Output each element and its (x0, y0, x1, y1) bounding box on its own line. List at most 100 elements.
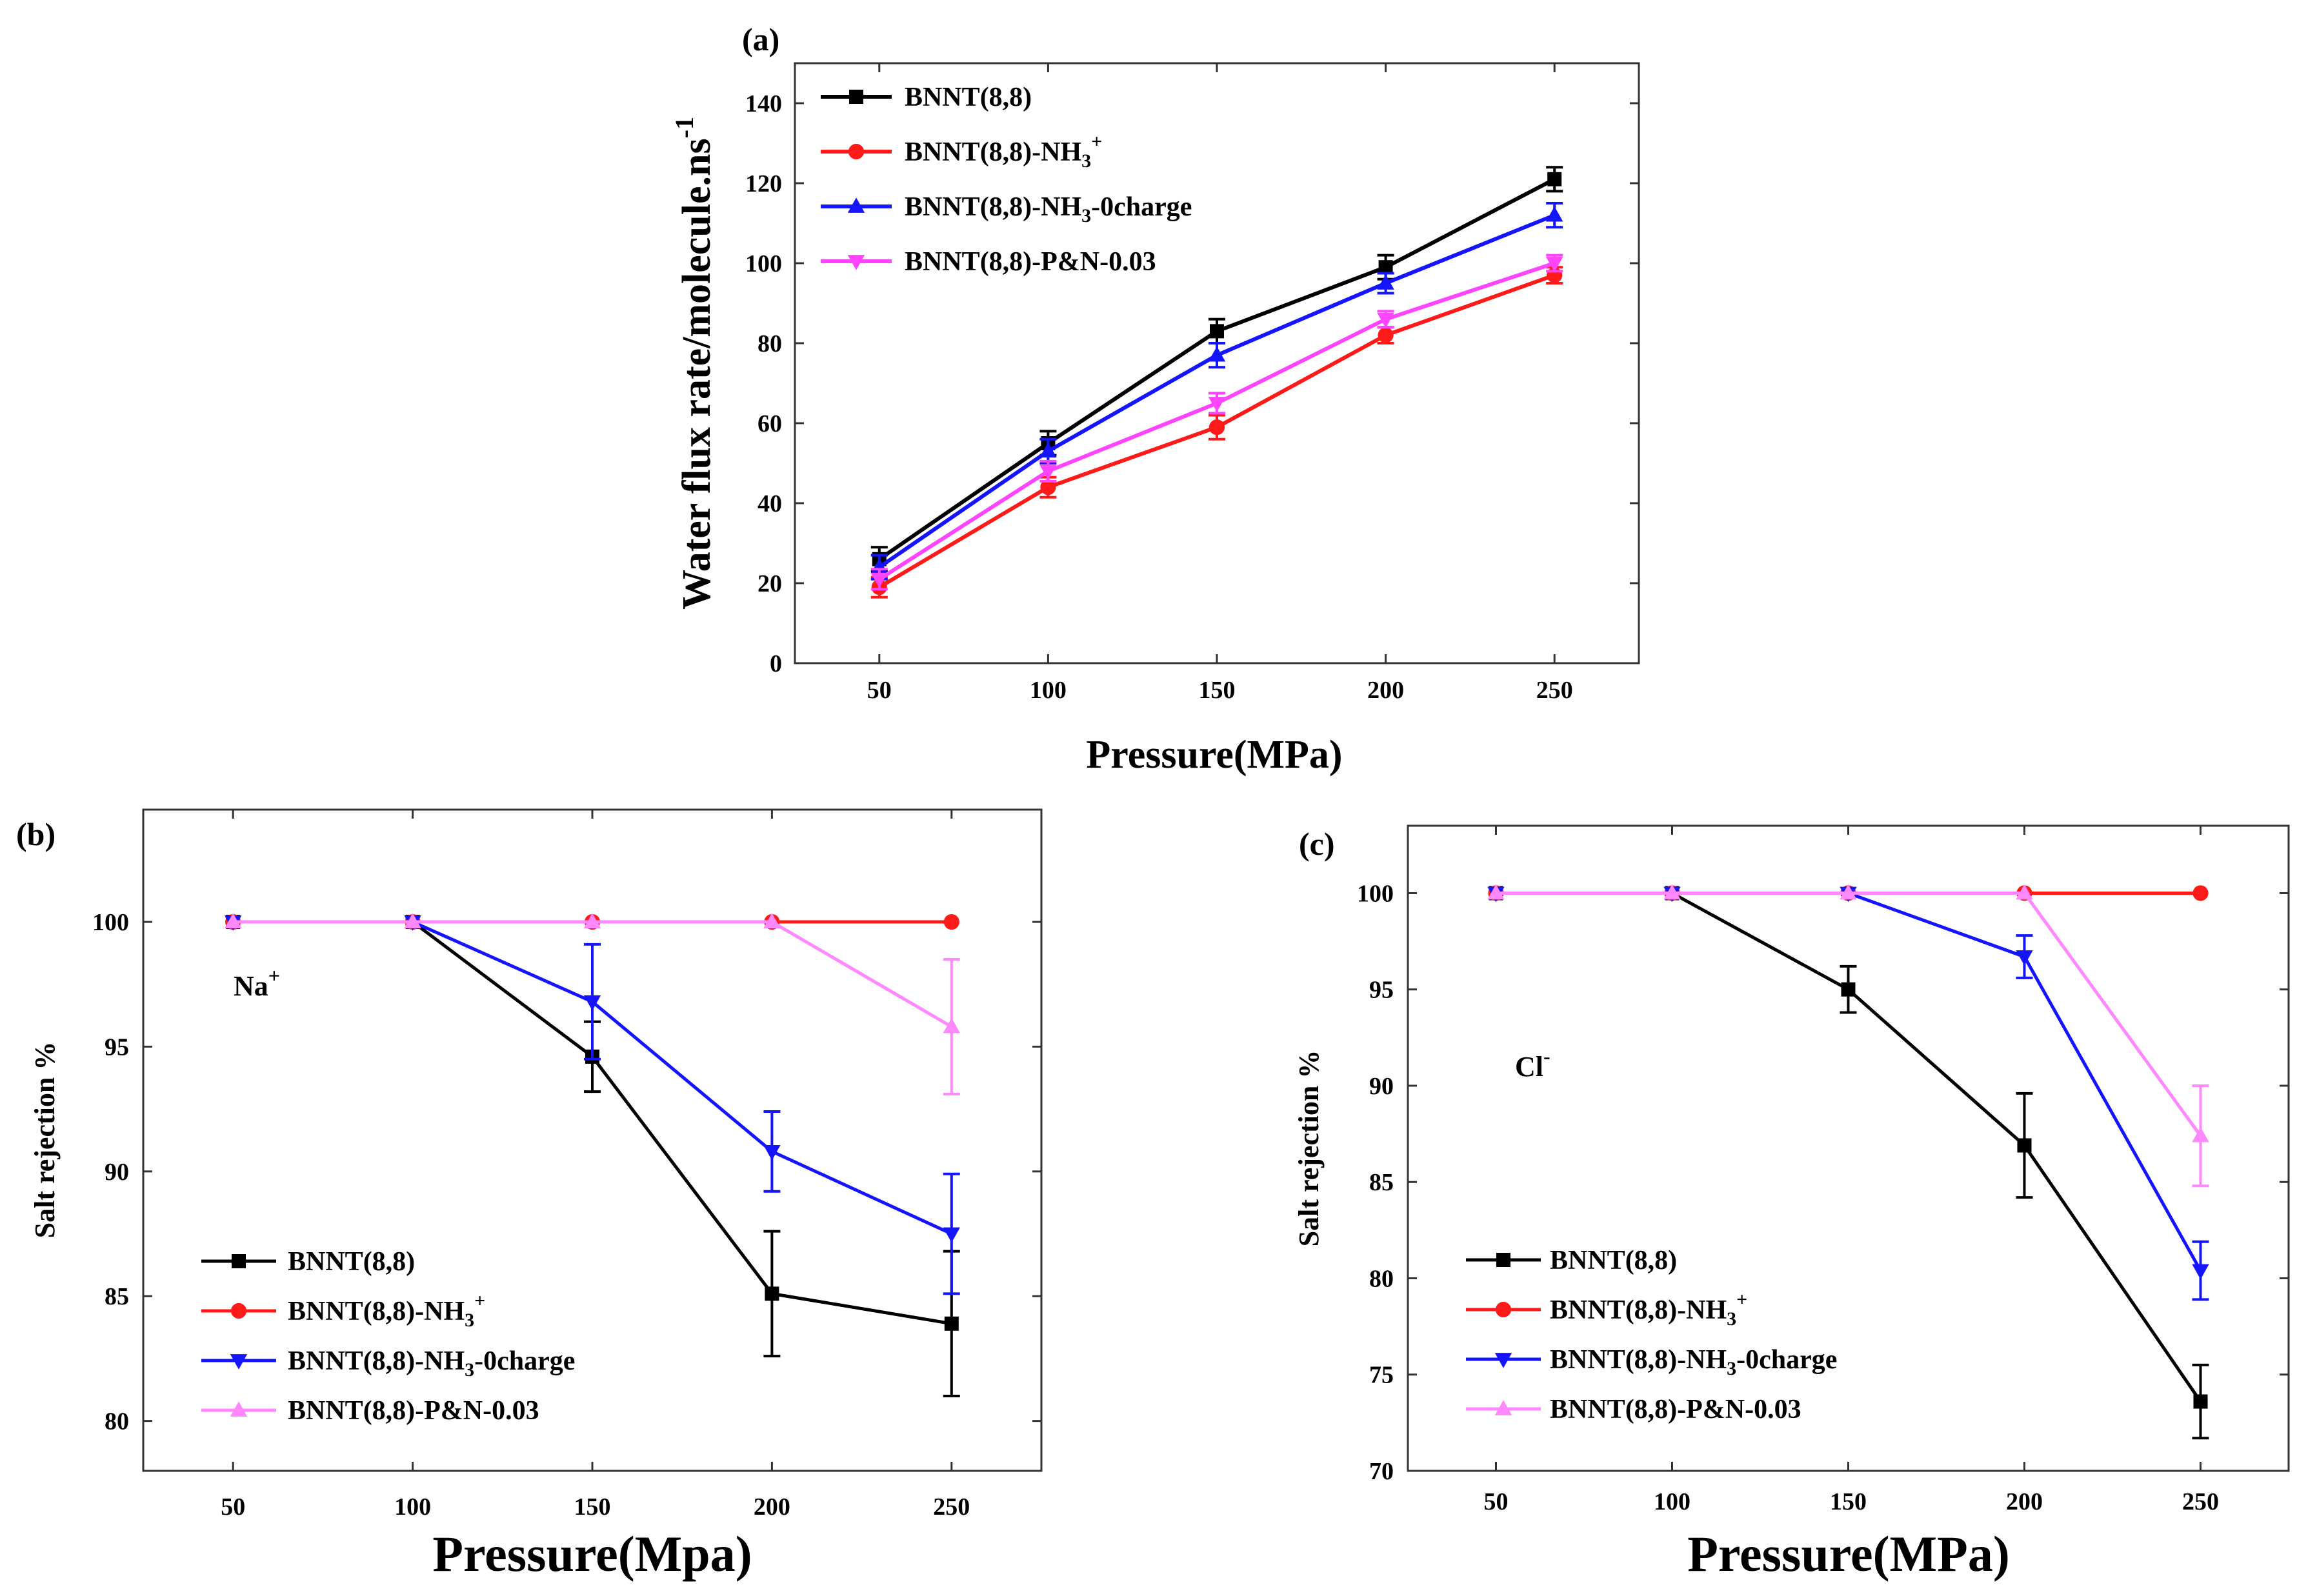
panel-label: (c) (1299, 826, 1335, 862)
legend-swatch-marker (230, 1302, 247, 1319)
series-3 (225, 913, 960, 1095)
legend-label-main: BNNT(8,8) (288, 1247, 415, 1277)
legend-swatch-marker (230, 1401, 248, 1417)
legend-label: BNNT(8,8)-P&N-0.03 (905, 247, 1156, 277)
legend-label-sub: 3 (1081, 150, 1091, 172)
legend-label: BNNT(8,8)-NH3+ (288, 1290, 485, 1331)
legend-label-main: BNNT(8,8)-NH (288, 1297, 465, 1326)
y-axis-title: Salt rejection % (29, 1042, 61, 1239)
legend-label: BNNT(8,8)-NH3-0charge (1550, 1345, 1837, 1379)
legend-label: BNNT(8,8) (288, 1247, 415, 1277)
ion-annotation: Cl- (1515, 1044, 1550, 1082)
data-point (1210, 324, 1224, 339)
y-tick-label: 120 (745, 170, 782, 197)
y-tick-label: 90 (1369, 1073, 1394, 1100)
x-tick-label: 200 (754, 1493, 790, 1521)
y-tick-label: 0 (770, 650, 782, 677)
data-point (1040, 479, 1056, 495)
data-point (944, 1316, 959, 1331)
legend-swatch-marker (847, 255, 865, 270)
legend-label-tail: -0charge (1091, 192, 1192, 222)
data-point (943, 1227, 960, 1243)
data-point (2192, 885, 2209, 901)
y-tick-label: 70 (1369, 1458, 1394, 1485)
ion-annotation: Na+ (234, 964, 280, 1002)
y-tick-label: 95 (105, 1033, 129, 1061)
data-point (404, 913, 421, 928)
x-tick-label: 250 (933, 1493, 970, 1521)
legend-swatch-marker (232, 1254, 246, 1268)
y-tick-label: 100 (745, 250, 782, 277)
y-axis-title-text: Salt rejection % (1293, 1050, 1325, 1247)
panel-label: (b) (16, 816, 55, 852)
legend-swatch-marker (1495, 1301, 1512, 1318)
panel-a: 50 100 150 200 250 0 20 40 60 80 100 120 140 (a) Press… (670, 21, 1640, 777)
data-point (1547, 172, 1562, 186)
data-point (1209, 419, 1225, 435)
legend-swatch-marker (848, 143, 865, 160)
x-tick-label: 50 (221, 1493, 245, 1521)
data-point (1840, 884, 1857, 900)
data-point (2016, 884, 2033, 900)
legend-label-tail: -0charge (474, 1346, 575, 1376)
data-point (1487, 884, 1505, 900)
legend-label: BNNT(8,8)-P&N-0.03 (288, 1396, 539, 1426)
legend-label-sub: 3 (1727, 1308, 1736, 1330)
data-point (1546, 257, 1563, 272)
legend-label: BNNT(8,8) (905, 83, 1032, 112)
y-tick-label: 90 (105, 1159, 129, 1186)
x-tick-label: 150 (574, 1493, 611, 1521)
y-tick-label: 60 (757, 410, 782, 437)
legend-label-main: BNNT(8,8)-NH (905, 137, 1081, 167)
x-tick-label: 100 (1030, 677, 1067, 704)
x-axis-title: Pressure(MPa) (1687, 1526, 2010, 1582)
y-tick-label: 80 (105, 1408, 129, 1435)
legend-label-main: BNNT(8,8)-P&N-0.03 (288, 1396, 539, 1426)
data-point (943, 1017, 960, 1033)
legend-swatch-marker (847, 197, 865, 213)
data-point (2016, 950, 2033, 966)
panel-b: 50 100 150 200 250 80 85 90 95 100 (b) Pressure(Mpa… (16, 808, 1043, 1582)
x-tick-label: 250 (2182, 1488, 2219, 1515)
series-1 (870, 266, 1563, 599)
legend-label: BNNT(8,8)-NH3-0charge (905, 192, 1192, 226)
data-point (943, 913, 959, 930)
legend-swatch-marker (230, 1354, 248, 1370)
x-tick-label: 150 (1830, 1488, 1867, 1515)
legend-label-main: BNNT(8,8)-NH (1550, 1345, 1727, 1375)
panel-c: 50 100 150 200 250 70 75 80 85 90 95 100 (c) Pressure… (1293, 824, 2290, 1582)
y-tick-label: 95 (1369, 977, 1394, 1004)
legend-label-sub: 3 (465, 1359, 474, 1381)
ion-annotation-text: Na (234, 970, 268, 1002)
legend-label: BNNT(8,8)-NH3+ (905, 131, 1102, 172)
legend-label: BNNT(8,8)-NH3-0charge (288, 1346, 575, 1381)
legend-swatch-marker (1496, 1253, 1510, 1267)
x-tick-label: 50 (867, 677, 892, 704)
data-point (1546, 206, 1563, 222)
data-point (2192, 1264, 2209, 1280)
ion-annotation-sup: + (268, 964, 280, 987)
x-tick-label: 100 (394, 1493, 431, 1521)
legend-label-sup: + (474, 1290, 485, 1312)
data-point (225, 913, 242, 928)
y-tick-label: 100 (92, 909, 129, 936)
x-tick-label: 150 (1199, 677, 1236, 704)
data-point (1378, 260, 1393, 275)
x-axis-title: Pressure(Mpa) (432, 1526, 752, 1582)
data-point (1377, 274, 1394, 290)
data-point (583, 913, 601, 928)
y-tick-label: 140 (745, 90, 782, 117)
x-tick-label: 200 (2006, 1488, 2043, 1515)
legend-label-sub: 3 (465, 1310, 474, 1331)
legend-label-main: BNNT(8,8) (1550, 1246, 1677, 1275)
series-3 (870, 254, 1563, 591)
data-point (2193, 1394, 2208, 1409)
legend-label-sub: 3 (1081, 205, 1091, 226)
data-point (763, 913, 781, 928)
x-tick-label: 200 (1367, 677, 1404, 704)
legend-label: BNNT(8,8) (1550, 1246, 1677, 1275)
x-tick-label: 250 (1536, 677, 1573, 704)
data-point (765, 1286, 779, 1301)
legend-label: BNNT(8,8)-P&N-0.03 (1550, 1395, 1801, 1424)
legend-swatch-marker (849, 90, 863, 104)
